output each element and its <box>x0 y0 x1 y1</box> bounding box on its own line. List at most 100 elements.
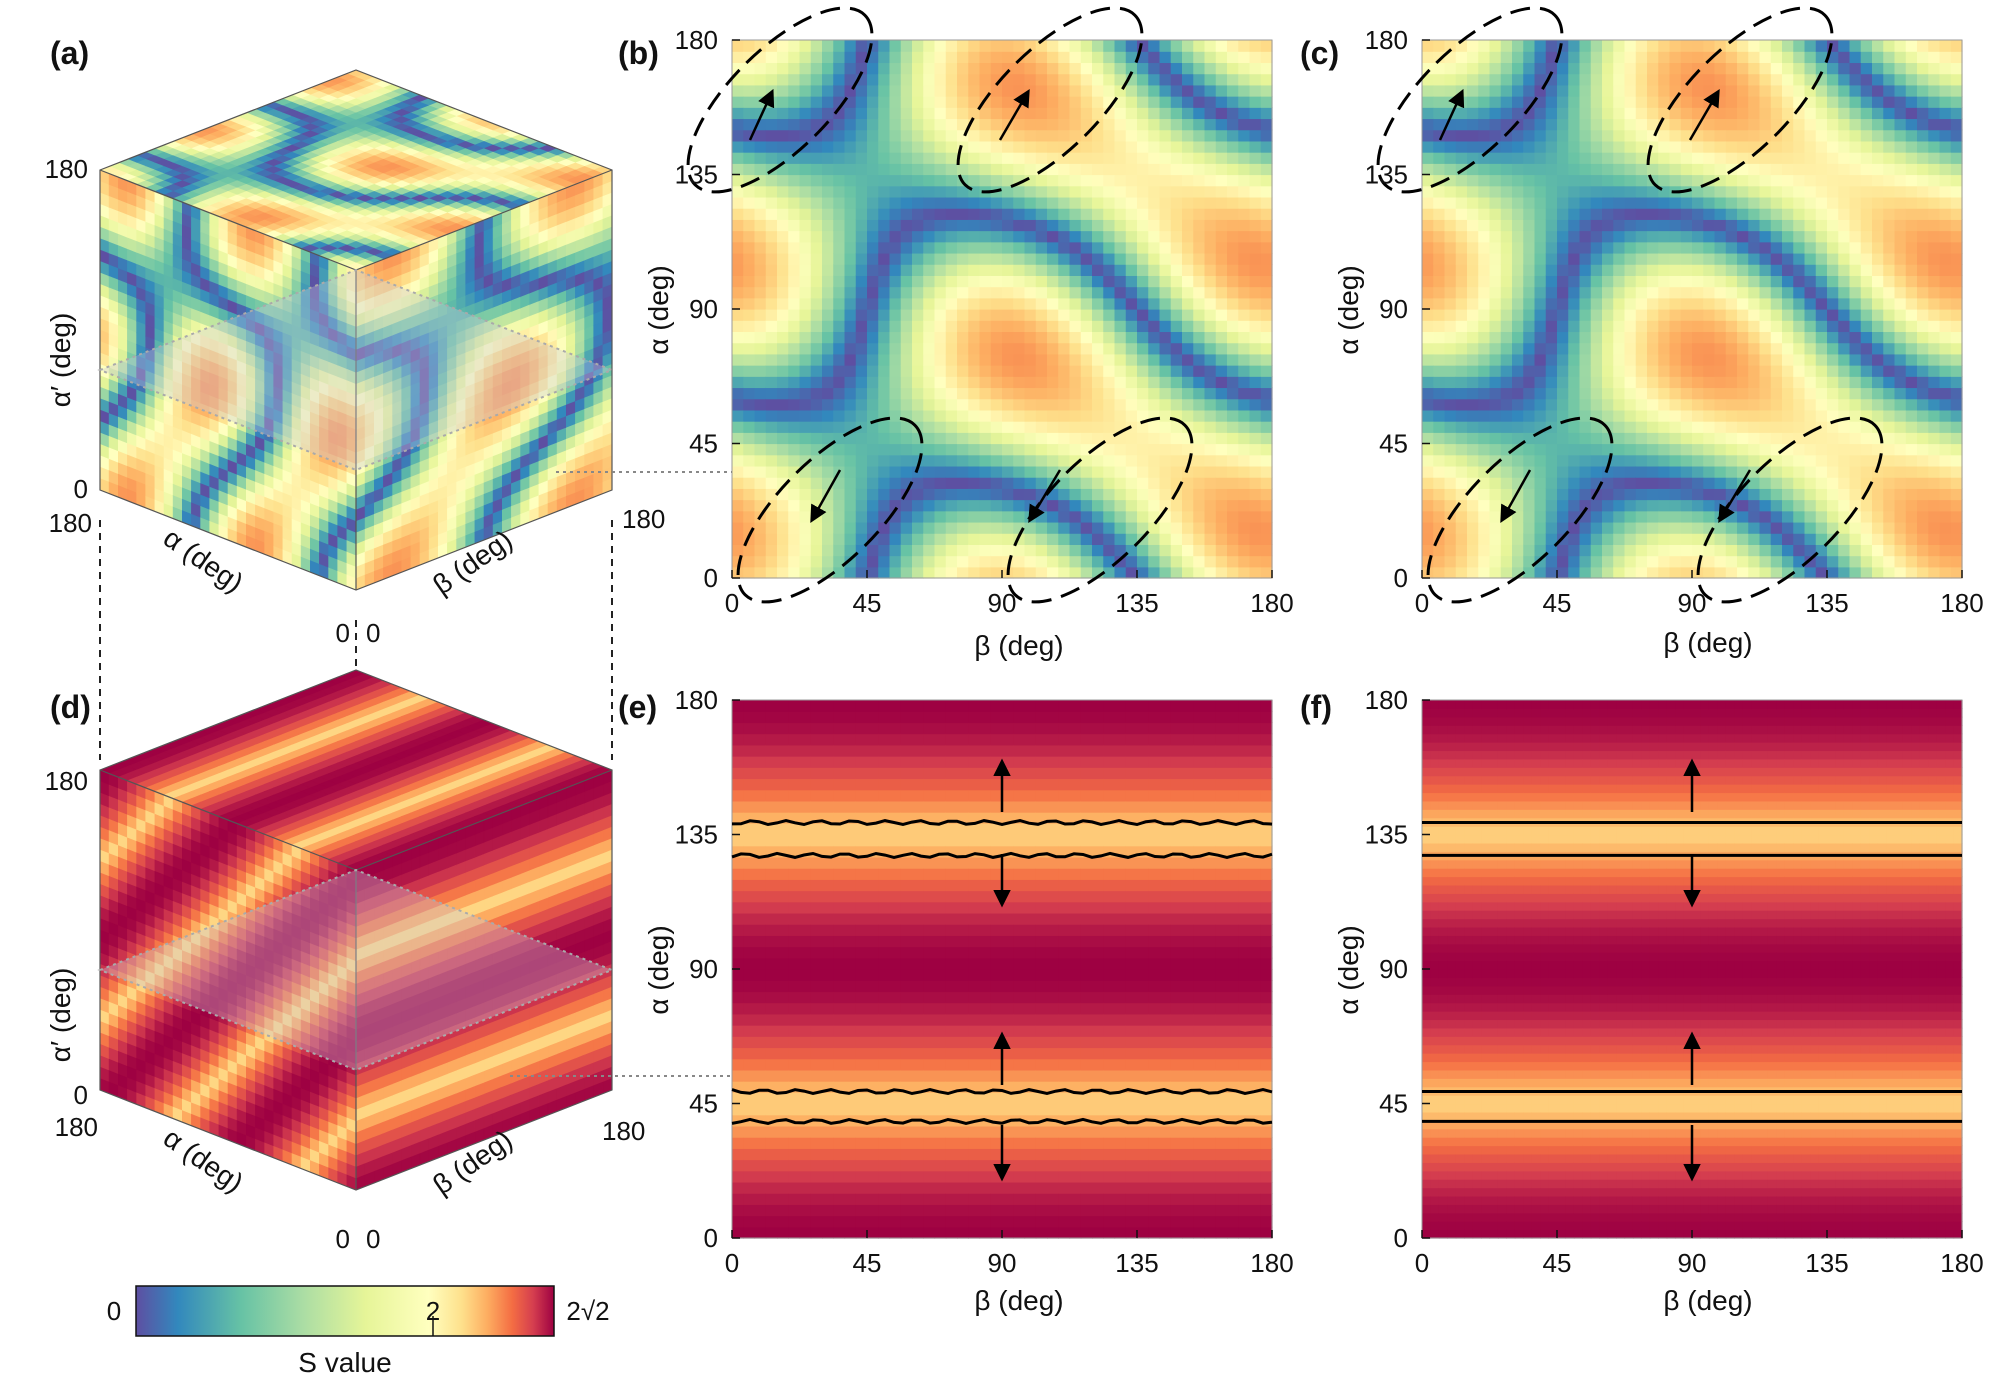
heatmap-b-cell <box>934 286 947 299</box>
heatmap-b-cell <box>968 432 981 445</box>
heatmap-c-cell <box>1680 174 1693 187</box>
heatmap-c-cell <box>1883 196 1896 209</box>
heatmap-b-cell <box>1215 275 1228 288</box>
heatmap-b-cell <box>979 443 992 456</box>
heatmap-b-cell <box>1170 129 1183 142</box>
heatmap-c-cell <box>1512 555 1524 568</box>
heatmap-c-cell <box>1500 163 1513 176</box>
heatmap-b-cell <box>1002 365 1014 377</box>
heatmap-e-cell <box>777 1204 789 1217</box>
heatmap-c-cell <box>1872 387 1884 400</box>
heatmap-c-cell <box>1455 152 1468 164</box>
heatmap-c-cell <box>1703 566 1716 579</box>
heatmap-b-cell <box>1238 286 1251 299</box>
heatmap-b-cell <box>957 398 969 411</box>
heatmap-c-cell <box>1928 152 1941 164</box>
heatmap-c-cell <box>1489 152 1502 164</box>
heatmap-b-cell <box>945 129 958 142</box>
heatmap-e-cell <box>765 1193 778 1205</box>
heatmap-c-cell <box>1590 555 1603 568</box>
heatmap-c-cell <box>1545 40 1558 52</box>
heatmap-c-cell <box>1838 566 1851 579</box>
heatmap-c-cell <box>1748 477 1761 489</box>
heatmap-c-cell <box>1523 297 1536 310</box>
heatmap-b-cell <box>912 275 924 288</box>
heatmap-b-cell <box>1182 398 1194 411</box>
heatmap-b-cell <box>900 465 913 478</box>
heatmap-c-cell <box>1703 286 1716 299</box>
heatmap-b-cell <box>822 297 834 310</box>
heatmap-c-cell <box>1770 230 1783 243</box>
heatmap-b-cell <box>1238 252 1251 265</box>
heatmap-c-cell <box>1939 219 1952 232</box>
heatmap-b-cell <box>878 140 891 153</box>
heatmap-b-cell <box>732 510 744 523</box>
heatmap-c-cell <box>1737 499 1749 512</box>
heatmap-c-cell <box>1635 208 1648 220</box>
heatmap-e-cell <box>732 924 744 936</box>
heatmap-b-cell <box>810 454 823 467</box>
heatmap-c-cell <box>1827 196 1839 209</box>
heatmap-c-cell <box>1590 465 1603 478</box>
heatmap-b-cell <box>957 185 969 198</box>
heatmap-b-cell <box>945 309 958 321</box>
heatmap-c-cell <box>1849 566 1862 579</box>
heatmap-b-cell <box>1215 566 1228 579</box>
heatmap-c-cell <box>1737 309 1749 321</box>
heatmap-b-cell <box>822 219 834 232</box>
heatmap-c-cell <box>1613 275 1626 288</box>
heatmap-c-cell <box>1680 387 1693 400</box>
heatmap-c-cell <box>1872 118 1884 131</box>
heatmap-c-cell <box>1860 409 1873 422</box>
heatmap-c-cell <box>1838 465 1851 478</box>
heatmap-b-cell <box>912 432 924 445</box>
heatmap-b-cell <box>1227 51 1239 64</box>
heatmap-b-cell <box>912 163 924 176</box>
heatmap-b-cell <box>1092 566 1104 579</box>
heatmap-c-cell <box>1545 286 1558 299</box>
heatmap-c-cell <box>1534 174 1547 187</box>
heatmap-c-cell <box>1444 107 1457 120</box>
heatmap-c-cell <box>1422 174 1434 187</box>
heatmap-c-cell <box>1928 118 1941 131</box>
heatmap-c-cell <box>1478 365 1491 377</box>
heatmap-b-cell <box>1170 219 1183 232</box>
heatmap-b-cell <box>844 275 857 288</box>
heatmap-c-cell <box>1669 129 1682 142</box>
heatmap-c-cell <box>1500 398 1513 411</box>
heatmap-c-cell <box>1714 365 1727 377</box>
heatmap-e-cell <box>765 1036 778 1049</box>
heatmap-c-cell <box>1759 555 1772 568</box>
heatmap-b-cell <box>1204 118 1217 131</box>
heatmap-b-cell <box>1013 521 1026 534</box>
heatmap-c-cell <box>1512 421 1524 433</box>
heatmap-b-cell <box>788 477 801 489</box>
heatmap-c-cell <box>1455 129 1468 142</box>
heatmap-c-cell <box>1725 454 1738 467</box>
heatmap-b-cell <box>1080 230 1093 243</box>
heatmap-b-cell <box>878 342 891 355</box>
heatmap-b-cell <box>1103 252 1116 265</box>
heatmap-c-cell <box>1444 129 1457 142</box>
heatmap-c-cell <box>1849 309 1862 321</box>
heatmap-b-cell <box>1148 208 1161 220</box>
heatmap-c-cell <box>1455 432 1468 445</box>
heatmap-b-cell <box>945 331 958 344</box>
heatmap-b-cell <box>1002 477 1014 489</box>
heatmap-b-cell <box>1238 51 1251 64</box>
heatmap-c-cell <box>1737 443 1749 456</box>
heatmap-c-cell <box>1613 387 1626 400</box>
heatmap-b-cell <box>1260 286 1273 299</box>
heatmap-b-cell <box>912 152 924 164</box>
heatmap-c-cell <box>1748 533 1761 545</box>
heatmap-b-cell <box>1024 521 1037 534</box>
heatmap-c-cell <box>1613 129 1626 142</box>
heatmap-e-cell <box>732 834 744 847</box>
heatmap-c-cell <box>1748 409 1761 422</box>
heatmap-c-cell <box>1838 555 1851 568</box>
heatmap-b-cell <box>754 118 767 131</box>
heatmap-b-cell <box>822 152 834 164</box>
heatmap-c-cell <box>1568 309 1581 321</box>
heatmap-e-cell <box>799 1193 812 1205</box>
heatmap-b-cell <box>1114 477 1127 489</box>
